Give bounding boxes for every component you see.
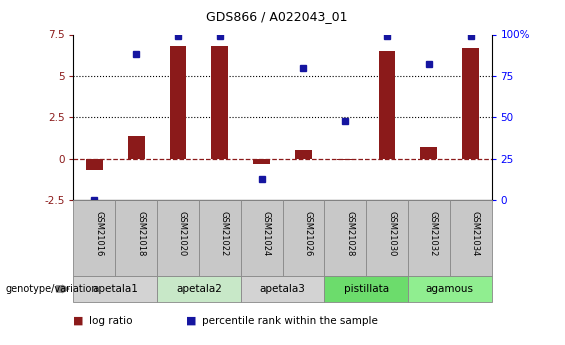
Text: genotype/variation: genotype/variation: [6, 284, 98, 294]
Bar: [295, 150, 312, 159]
Bar: [73, 276, 157, 302]
Bar: [282, 200, 324, 276]
Text: GSM21022: GSM21022: [220, 211, 229, 257]
Text: GSM21026: GSM21026: [303, 211, 312, 257]
Bar: [462, 48, 479, 159]
Bar: [128, 136, 145, 159]
Text: agamous: agamous: [426, 284, 473, 294]
Text: GSM21016: GSM21016: [94, 211, 103, 257]
Bar: [241, 276, 324, 302]
Bar: [253, 159, 270, 165]
Text: percentile rank within the sample: percentile rank within the sample: [202, 316, 378, 326]
Bar: [157, 276, 241, 302]
Bar: [211, 46, 228, 159]
Bar: [450, 200, 492, 276]
Text: GSM21024: GSM21024: [262, 211, 271, 257]
Text: GSM21020: GSM21020: [178, 211, 187, 257]
Bar: [241, 200, 282, 276]
Text: GSM21034: GSM21034: [471, 211, 480, 257]
Text: apetala3: apetala3: [259, 284, 306, 294]
Bar: [157, 200, 199, 276]
Bar: [420, 147, 437, 159]
Bar: [86, 159, 103, 170]
Text: apetala1: apetala1: [92, 284, 138, 294]
Text: GSM21028: GSM21028: [345, 211, 354, 257]
Bar: [170, 46, 186, 159]
Text: GSM21030: GSM21030: [387, 211, 396, 257]
Text: ■: ■: [73, 316, 84, 326]
Text: GSM21032: GSM21032: [429, 211, 438, 257]
Bar: [324, 200, 366, 276]
Bar: [199, 200, 241, 276]
Bar: [324, 276, 408, 302]
Text: GDS866 / A022043_01: GDS866 / A022043_01: [206, 10, 347, 23]
Text: ■: ■: [186, 316, 197, 326]
Bar: [408, 276, 492, 302]
Bar: [115, 200, 157, 276]
Bar: [366, 200, 408, 276]
Bar: [379, 51, 395, 159]
Text: pistillata: pistillata: [344, 284, 389, 294]
Text: GSM21018: GSM21018: [136, 211, 145, 257]
Bar: [73, 200, 115, 276]
Text: log ratio: log ratio: [89, 316, 133, 326]
Text: apetala2: apetala2: [176, 284, 222, 294]
Bar: [408, 200, 450, 276]
